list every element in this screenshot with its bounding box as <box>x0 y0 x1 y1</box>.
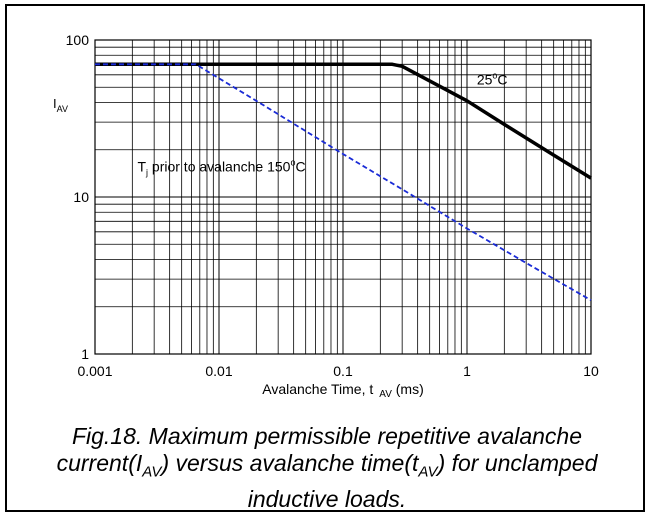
x-axis-label-suffix: (ms) <box>392 381 424 397</box>
plot-border <box>94 39 592 355</box>
y-tick-label: 100 <box>66 32 90 48</box>
x-tick-label: 10 <box>583 363 599 379</box>
caption-line-2-b: ) versus avalanche time(t <box>161 450 419 476</box>
y-axis-label-sub: AV <box>57 104 68 114</box>
x-axis-label-prefix: Avalanche Time, t <box>262 381 373 397</box>
annotation-25c: 25oC <box>477 71 508 88</box>
caption-line-3: inductive loads. <box>247 485 407 512</box>
annotation-tj-sub: j <box>145 168 148 178</box>
figure-frame: 0.001 0.01 0.1 1 10 1 10 100 25oC Tj prior to av… <box>5 4 645 512</box>
y-tick-label: 1 <box>81 346 89 362</box>
chart-ticks: 0.001 0.01 0.1 1 10 1 10 100 <box>66 32 599 379</box>
chart-series <box>95 62 592 301</box>
chart-grid <box>94 39 592 355</box>
annotation-25c-value: 25 <box>477 72 493 88</box>
x-tick-label: 0.1 <box>333 363 353 379</box>
caption-line-1: Fig.18. Maximum permissible repetitive a… <box>71 423 583 449</box>
x-axis-label: Avalanche Time, t AV (ms) <box>262 381 424 400</box>
annotation-25c-degree: o <box>492 71 497 81</box>
annotation-25c-unit: C <box>497 72 507 88</box>
x-tick-label: 1 <box>463 363 471 379</box>
y-axis-label-main: I <box>53 96 57 111</box>
caption-line-2-c: ) for unclamped <box>437 450 598 476</box>
series-line-1 <box>95 62 592 180</box>
y-tick-label: 10 <box>73 189 89 205</box>
y-axis-label: IAV <box>53 96 68 114</box>
x-tick-label: 0.001 <box>77 363 112 379</box>
series-line-2 <box>95 63 592 301</box>
caption-line-2-a: current(I <box>56 450 143 476</box>
caption-line-2-sub1: AV <box>142 463 162 481</box>
annotation-tj-main: T <box>137 159 146 175</box>
annotation-tj-unit: C <box>295 159 305 175</box>
caption-line-2: current(IAV) versus avalanche time(tAV) … <box>15 450 639 486</box>
annotation-tj-150c: Tj prior to avalanche 150oC <box>137 158 305 178</box>
annotation-tj-text: prior to avalanche 150 <box>148 159 291 175</box>
caption-line-2-sub2: AV <box>418 463 438 481</box>
x-tick-label: 0.01 <box>205 363 232 379</box>
annotation-tj-degree: o <box>290 158 295 168</box>
x-axis-label-sub: AV <box>379 389 392 400</box>
figure-caption: Fig.18. Maximum permissible repetitive a… <box>15 423 639 513</box>
